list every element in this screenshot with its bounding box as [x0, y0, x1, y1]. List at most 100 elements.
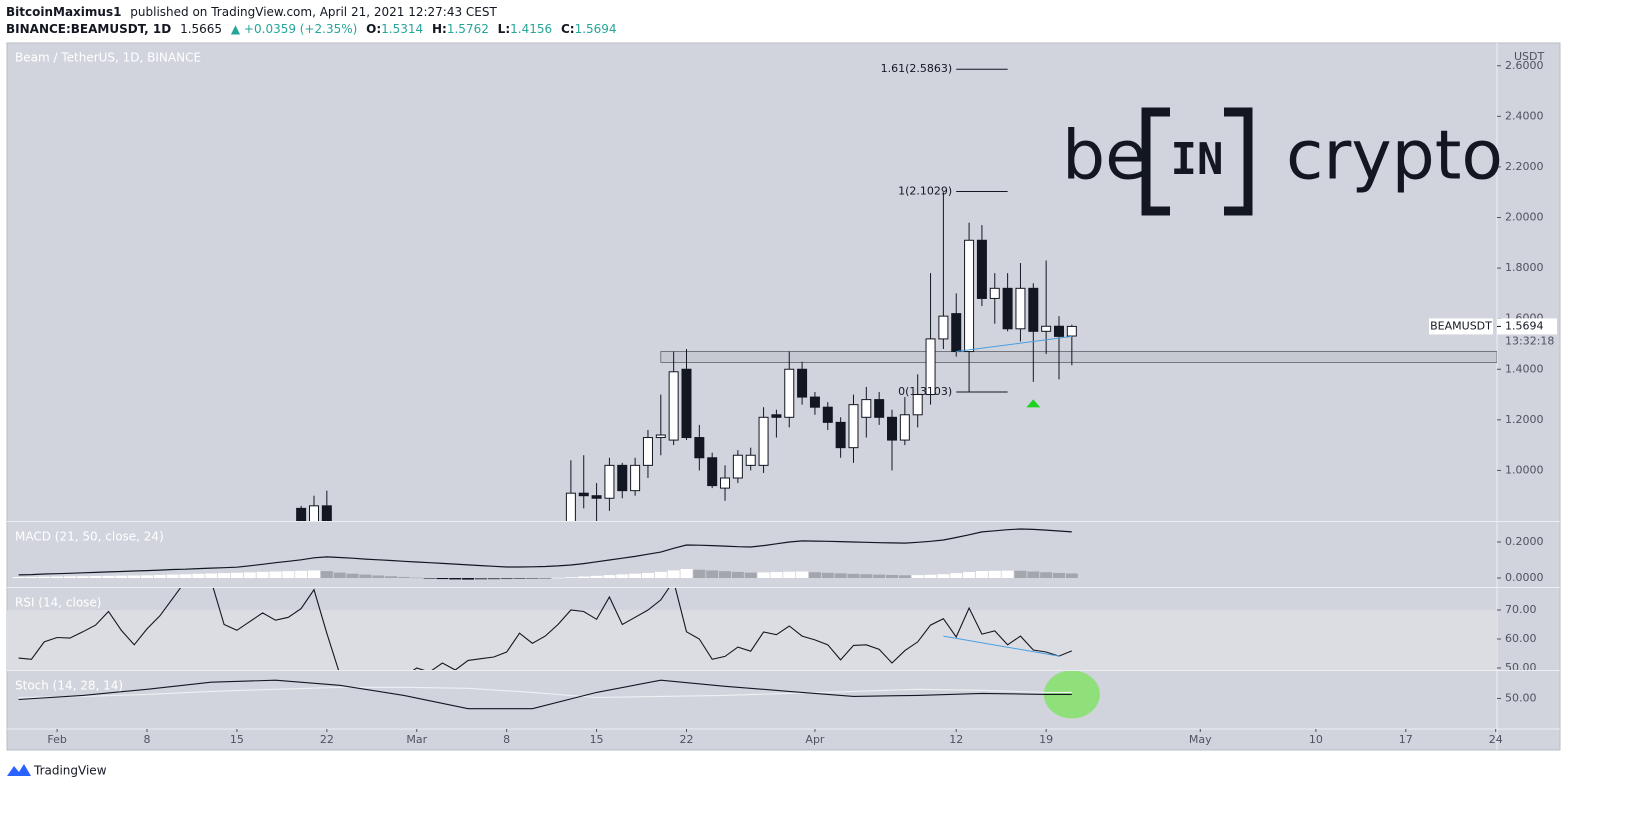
last-price-box	[1497, 318, 1557, 335]
histogram-bar	[141, 575, 154, 578]
histogram-bar	[243, 572, 256, 578]
footer-icon	[7, 764, 31, 776]
publisher: BitcoinMaximus1	[6, 5, 121, 19]
candle-body	[565, 492, 576, 521]
y-tick-label: 1.2000	[1505, 413, 1544, 426]
histogram-bar	[975, 570, 988, 578]
histogram-bar	[115, 575, 128, 578]
support-zone	[660, 351, 1497, 363]
histogram-bar	[603, 575, 616, 578]
histogram-bar	[410, 577, 423, 579]
histogram-bar	[821, 572, 834, 578]
candle-body	[822, 406, 833, 423]
y-tick-label: 2.4000	[1505, 109, 1544, 122]
title: RSI (14, close)	[15, 596, 101, 610]
candle-body	[861, 399, 872, 418]
x-tick-label: 8	[144, 733, 151, 746]
histogram-bar	[295, 570, 308, 578]
symbol-label: BEAMUSDT	[1430, 319, 1492, 332]
histogram-bar	[898, 575, 911, 578]
candle-body	[668, 371, 679, 441]
x-tick-label: Apr	[805, 733, 825, 746]
candle-body	[655, 434, 666, 439]
histogram-bar	[616, 574, 629, 578]
candle-body	[771, 414, 782, 418]
histogram-bar	[924, 574, 937, 578]
candle-body	[1002, 287, 1013, 330]
y-tick-label: 1.0000	[1505, 463, 1544, 476]
histogram-bar	[963, 572, 976, 578]
candle-body	[912, 394, 923, 416]
close-label: C:	[561, 22, 575, 36]
footer: TradingView	[33, 764, 107, 778]
layers: 1.61(2.5863) 1(2.1029) 0(1.3103) 1.0000 1.20…	[7, 50, 1560, 746]
x-tick-label: 15	[230, 733, 244, 746]
histogram-bar	[320, 571, 333, 578]
candle-body	[797, 368, 808, 398]
price: 1.5665	[180, 22, 222, 36]
histogram-bar	[102, 575, 115, 578]
candle-body	[1053, 325, 1064, 337]
candle-body	[835, 421, 846, 449]
panel	[7, 588, 1497, 670]
candle-body	[321, 505, 332, 521]
candle-body	[1015, 287, 1026, 330]
logo-bracket	[1141, 107, 1170, 216]
x-tick-label: 22	[320, 733, 334, 746]
y-tick-label: 70.00	[1505, 603, 1537, 616]
histogram-bar	[462, 577, 475, 580]
candle-body	[809, 396, 820, 408]
histogram-bar	[76, 576, 89, 578]
histogram-bar	[693, 569, 706, 578]
symbol: BINANCE:BEAMUSDT, 1D	[6, 22, 171, 36]
panel	[12, 528, 1078, 580]
candle-body	[617, 464, 628, 492]
candle-body	[964, 239, 975, 353]
logo: be IN crypto	[1062, 107, 1503, 216]
title: Beam / TetherUS, 1D, BINANCE	[15, 51, 201, 65]
candle-body	[899, 414, 910, 441]
candle-body	[976, 239, 987, 299]
histogram-bar	[474, 577, 487, 580]
last-price-label: 1.5694	[1505, 319, 1544, 332]
histogram-bar	[577, 576, 590, 578]
y-tick-label: 0.0000	[1505, 571, 1544, 584]
histogram-bar	[911, 575, 924, 578]
panel	[18, 671, 1100, 719]
histogram-bar	[564, 577, 577, 578]
histogram-bar	[552, 577, 565, 579]
histogram-bar	[25, 576, 38, 578]
logo-text: IN	[1171, 134, 1224, 185]
symbol-box	[1429, 318, 1493, 335]
candle-body	[694, 437, 705, 459]
candle-body	[1041, 325, 1052, 332]
x-tick-label: 19	[1039, 733, 1053, 746]
candle-body	[925, 338, 936, 396]
histogram-bar	[423, 577, 436, 579]
histogram-bar	[63, 576, 76, 578]
histogram-bar	[860, 574, 873, 578]
histogram-bar	[937, 574, 950, 578]
candle-body	[308, 505, 319, 521]
candle-body	[784, 368, 795, 418]
histogram-bar	[1001, 570, 1014, 578]
high: 1.5762	[447, 22, 489, 36]
candle-body	[681, 368, 692, 439]
histogram-bar	[988, 570, 1001, 578]
candle-body	[745, 454, 756, 466]
header-line: BitcoinMaximus1 published on TradingView…	[6, 5, 497, 19]
x-tick-label: 8	[503, 733, 510, 746]
candle-body	[578, 492, 589, 497]
histogram-bar	[372, 575, 385, 578]
candle-body	[874, 399, 885, 418]
histogram-bar	[128, 575, 141, 578]
x-tick-label: 12	[949, 733, 963, 746]
logo-text: crypto	[1286, 117, 1503, 196]
candle-body	[848, 404, 859, 449]
countdown: 13:32:18	[1505, 334, 1554, 347]
histogram-bar	[706, 570, 719, 578]
histogram-bar	[166, 574, 179, 578]
fib-label: 0(1.3103)	[898, 385, 952, 398]
histogram-bar	[179, 574, 192, 578]
candle-body	[887, 416, 898, 441]
